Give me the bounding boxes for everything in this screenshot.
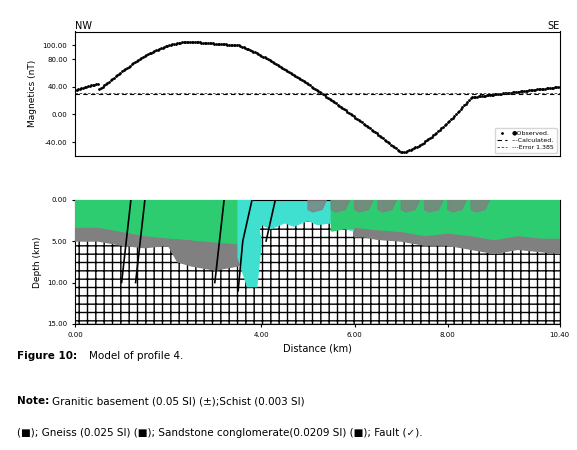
Text: Granitic basement (0.05 SI) (±);Schist (0.003 SI): Granitic basement (0.05 SI) (±);Schist (… [52, 396, 305, 406]
Text: Figure 10:: Figure 10: [17, 351, 77, 361]
●Observed. [362, 122, 369, 127]
Text: NW: NW [75, 21, 92, 31]
Text: SE: SE [548, 21, 560, 31]
---Error 1.385 [368, 90, 375, 96]
●Observed. [484, 93, 490, 98]
---Error 1.385 [72, 90, 78, 96]
●Observed. [360, 121, 367, 126]
Polygon shape [448, 199, 466, 212]
●Observed. [73, 87, 80, 93]
X-axis label: Distance (km): Distance (km) [283, 343, 352, 353]
---Calculated. [358, 91, 365, 96]
●Observed. [370, 128, 377, 134]
---Calculated. [368, 91, 375, 96]
---Error 1.385 [480, 90, 487, 96]
Legend: ●Observed., ---Calculated., ---Error 1.385: ●Observed., ---Calculated., ---Error 1.3… [495, 128, 557, 153]
Polygon shape [75, 229, 192, 248]
●Observed. [186, 39, 193, 45]
Polygon shape [355, 199, 373, 212]
---Error 1.385 [73, 90, 80, 96]
Text: Model of profile 4.: Model of profile 4. [89, 351, 184, 361]
Polygon shape [308, 199, 327, 212]
Polygon shape [331, 199, 560, 241]
---Error 1.385 [511, 90, 518, 96]
●Observed. [514, 89, 521, 94]
●Observed. [556, 84, 563, 90]
Polygon shape [238, 199, 261, 287]
Polygon shape [355, 229, 560, 253]
---Calculated. [72, 91, 78, 96]
---Calculated. [480, 91, 487, 96]
---Error 1.385 [358, 90, 365, 96]
---Calculated. [73, 91, 80, 96]
Polygon shape [75, 199, 252, 249]
---Calculated. [556, 91, 563, 96]
Y-axis label: Depth (km): Depth (km) [32, 236, 42, 288]
Polygon shape [401, 199, 420, 212]
Y-axis label: Magnetics (nT): Magnetics (nT) [28, 60, 37, 127]
Polygon shape [168, 239, 252, 270]
Text: Note:: Note: [17, 396, 50, 406]
---Error 1.385 [360, 90, 367, 96]
---Calculated. [360, 91, 367, 96]
Polygon shape [471, 199, 490, 212]
Polygon shape [331, 199, 350, 212]
---Error 1.385 [556, 90, 563, 96]
Text: (■); Gneiss (0.025 SI) (■); Sandstone conglomerate(0.0209 SI) (■); Fault (✓).: (■); Gneiss (0.025 SI) (■); Sandstone co… [17, 428, 423, 437]
Line: ●Observed.: ●Observed. [74, 40, 561, 154]
●Observed. [72, 88, 78, 93]
Polygon shape [378, 199, 396, 212]
●Observed. [399, 150, 406, 155]
Polygon shape [75, 199, 560, 248]
Polygon shape [425, 199, 443, 212]
---Calculated. [511, 91, 518, 96]
